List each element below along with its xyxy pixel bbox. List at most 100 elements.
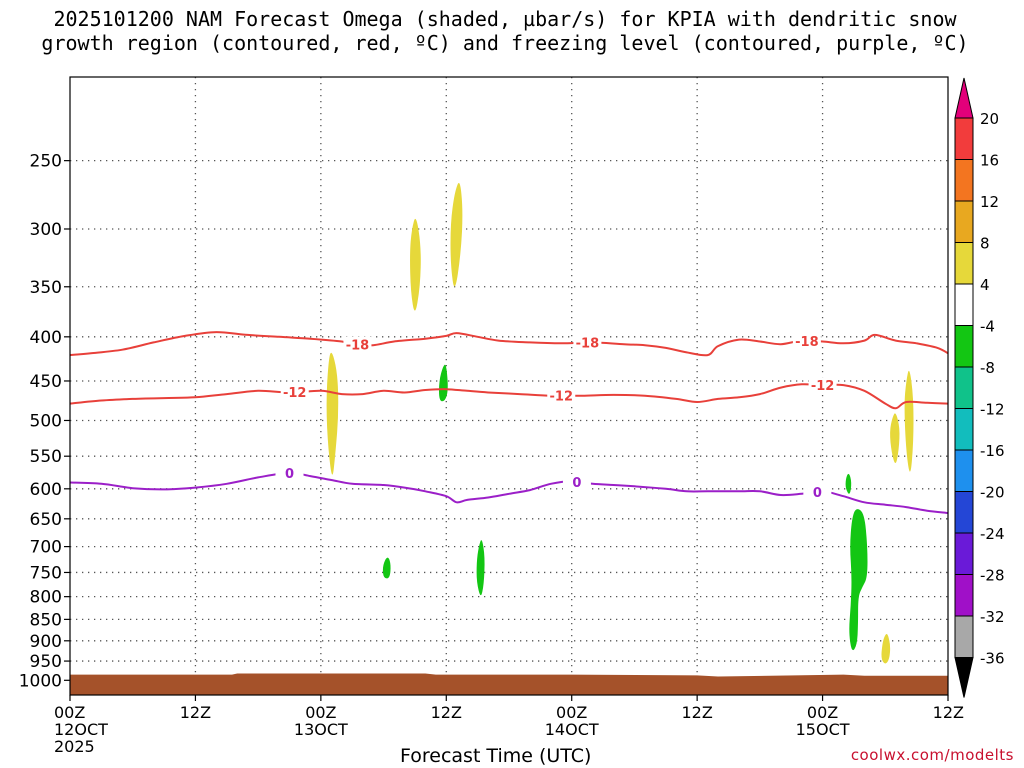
omega-region-10 (849, 509, 868, 651)
contour-label-0: 0 (572, 476, 581, 491)
y-tick-label-250: 250 (30, 152, 62, 172)
colorbar-bin-12 (954, 574, 974, 617)
colorbar-bottom-arrow (954, 657, 974, 698)
colorbar-level-8: 8 (980, 235, 990, 253)
contour-label--12: -12 (811, 379, 835, 394)
colorbar-level--20: -20 (980, 484, 1005, 502)
contour-label-bg (573, 334, 602, 351)
x-tick-label-0-2: 2025 (54, 737, 95, 756)
plot-border (69, 76, 949, 696)
omega-region-6 (439, 364, 448, 402)
colorbar-bin-6 (954, 325, 974, 368)
source-credit: coolwx.com/modelts (850, 746, 1014, 764)
colorbar-bin-9 (954, 449, 974, 492)
y-tick-label-800: 800 (30, 588, 62, 608)
colorbar-bin-3 (954, 200, 974, 243)
x-tick-label-36-0: 12Z (431, 703, 462, 722)
y-tick-label-300: 300 (30, 220, 62, 240)
omega-region-3 (890, 413, 900, 464)
omega-region-7 (382, 557, 391, 579)
contour-line--18 (69, 331, 949, 357)
y-tick-label-650: 650 (30, 510, 62, 530)
colorbar-bin-4 (954, 242, 974, 285)
y-tick-label-350: 350 (30, 278, 62, 298)
x-tick-label-72-0: 00Z (807, 703, 838, 722)
y-tick-label-900: 900 (30, 632, 62, 652)
omega-region-5 (881, 633, 891, 664)
x-tick-label-0-1: 12OCT (54, 720, 108, 739)
omega-region-4 (904, 370, 914, 472)
x-tick-label-72-1: 15OCT (796, 720, 850, 739)
colorbar-level-4: 4 (980, 276, 990, 294)
x-axis-title: Forecast Time (UTC) (400, 745, 592, 767)
y-tick-label-850: 850 (30, 610, 62, 630)
chart-title-line-1: 2025101200 NAM Forecast Omega (shaded, µ… (53, 7, 957, 31)
terrain-ground (70, 673, 948, 695)
colorbar-bin-11 (954, 532, 974, 575)
x-tick-label-60-0: 12Z (681, 703, 712, 722)
y-tick-label-950: 950 (30, 652, 62, 672)
contour-label--18: -18 (346, 338, 370, 353)
x-tick-label-12-0: 12Z (180, 703, 211, 722)
colorbar-level--36: -36 (980, 650, 1005, 668)
x-tick-label-0-0: 00Z (54, 703, 85, 722)
contour-label-bg (343, 336, 372, 353)
contour-label-bg (803, 483, 832, 500)
omega-colorbar: 20 16 12 8 4 -4 -8 -12 -16 -20 -24 -28 -32 -36 (954, 77, 1005, 698)
x-tick-label-48-1: 14OCT (545, 720, 599, 739)
contour-label-bg (792, 332, 821, 349)
y-tick-label-750: 750 (30, 563, 62, 583)
x-tick-label-24-0: 00Z (305, 703, 336, 722)
colorbar-level--16: -16 (980, 442, 1005, 460)
colorbar-level-16: 16 (980, 152, 999, 170)
contour-label-bg (275, 464, 304, 481)
colorbar-bin-5 (954, 283, 974, 326)
x-tick-label-84-0: 12Z (933, 703, 964, 722)
colorbar-bin-7 (954, 366, 974, 409)
y-tick-label-1000: 1000 (19, 671, 62, 691)
x-tick-label-24-1: 13OCT (294, 720, 348, 739)
colorbar-level--12: -12 (980, 401, 1005, 419)
contour-label--18: -18 (795, 335, 819, 350)
chart-title-line-2: growth region (contoured, red, ºC) and f… (41, 31, 969, 55)
plot-frame (69, 76, 949, 696)
y-tick-label-700: 700 (30, 538, 62, 558)
colorbar-level--8: -8 (980, 359, 995, 377)
contour-label--12: -12 (550, 390, 574, 405)
omega-region-9 (845, 473, 852, 494)
omega-region-1 (410, 218, 421, 311)
contour-label-bg (808, 377, 837, 394)
colorbar-level--32: -32 (980, 608, 1005, 626)
colorbar-level--24: -24 (980, 525, 1005, 543)
contour-label-0: 0 (285, 467, 294, 482)
contour-label-0: 0 (813, 486, 822, 501)
colorbar-top-arrow (954, 77, 974, 119)
colorbar-level--4: -4 (980, 318, 995, 336)
contour-label-bg (562, 473, 591, 490)
colorbar-level-12: 12 (980, 193, 999, 211)
y-tick-label-600: 600 (30, 480, 62, 500)
y-tick-label-450: 450 (30, 372, 62, 392)
omega-region-2 (450, 183, 463, 287)
omega-region-0 (326, 352, 339, 475)
y-tick-label-550: 550 (30, 447, 62, 467)
x-tick-label-48-0: 00Z (556, 703, 587, 722)
colorbar-bin-8 (954, 408, 974, 451)
omega-region-8 (476, 540, 485, 596)
contour-label-bg (547, 387, 576, 404)
terrain-fill (70, 673, 948, 695)
contour-label--18: -18 (576, 337, 600, 352)
y-tick-label-500: 500 (30, 411, 62, 431)
y-tick-label-400: 400 (30, 328, 62, 348)
colorbar-bin-2 (954, 159, 974, 202)
pressure-axis: 2503003504004505005506006507007508008509… (19, 152, 70, 691)
colorbar-bin-10 (954, 491, 974, 534)
colorbar-bin-1 (954, 117, 974, 160)
colorbar-level-20: 20 (980, 110, 999, 128)
contour-label--12: -12 (283, 386, 307, 401)
colorbar-level--28: -28 (980, 567, 1005, 585)
omega-shading (326, 183, 914, 664)
contour-label-bg (280, 384, 309, 401)
